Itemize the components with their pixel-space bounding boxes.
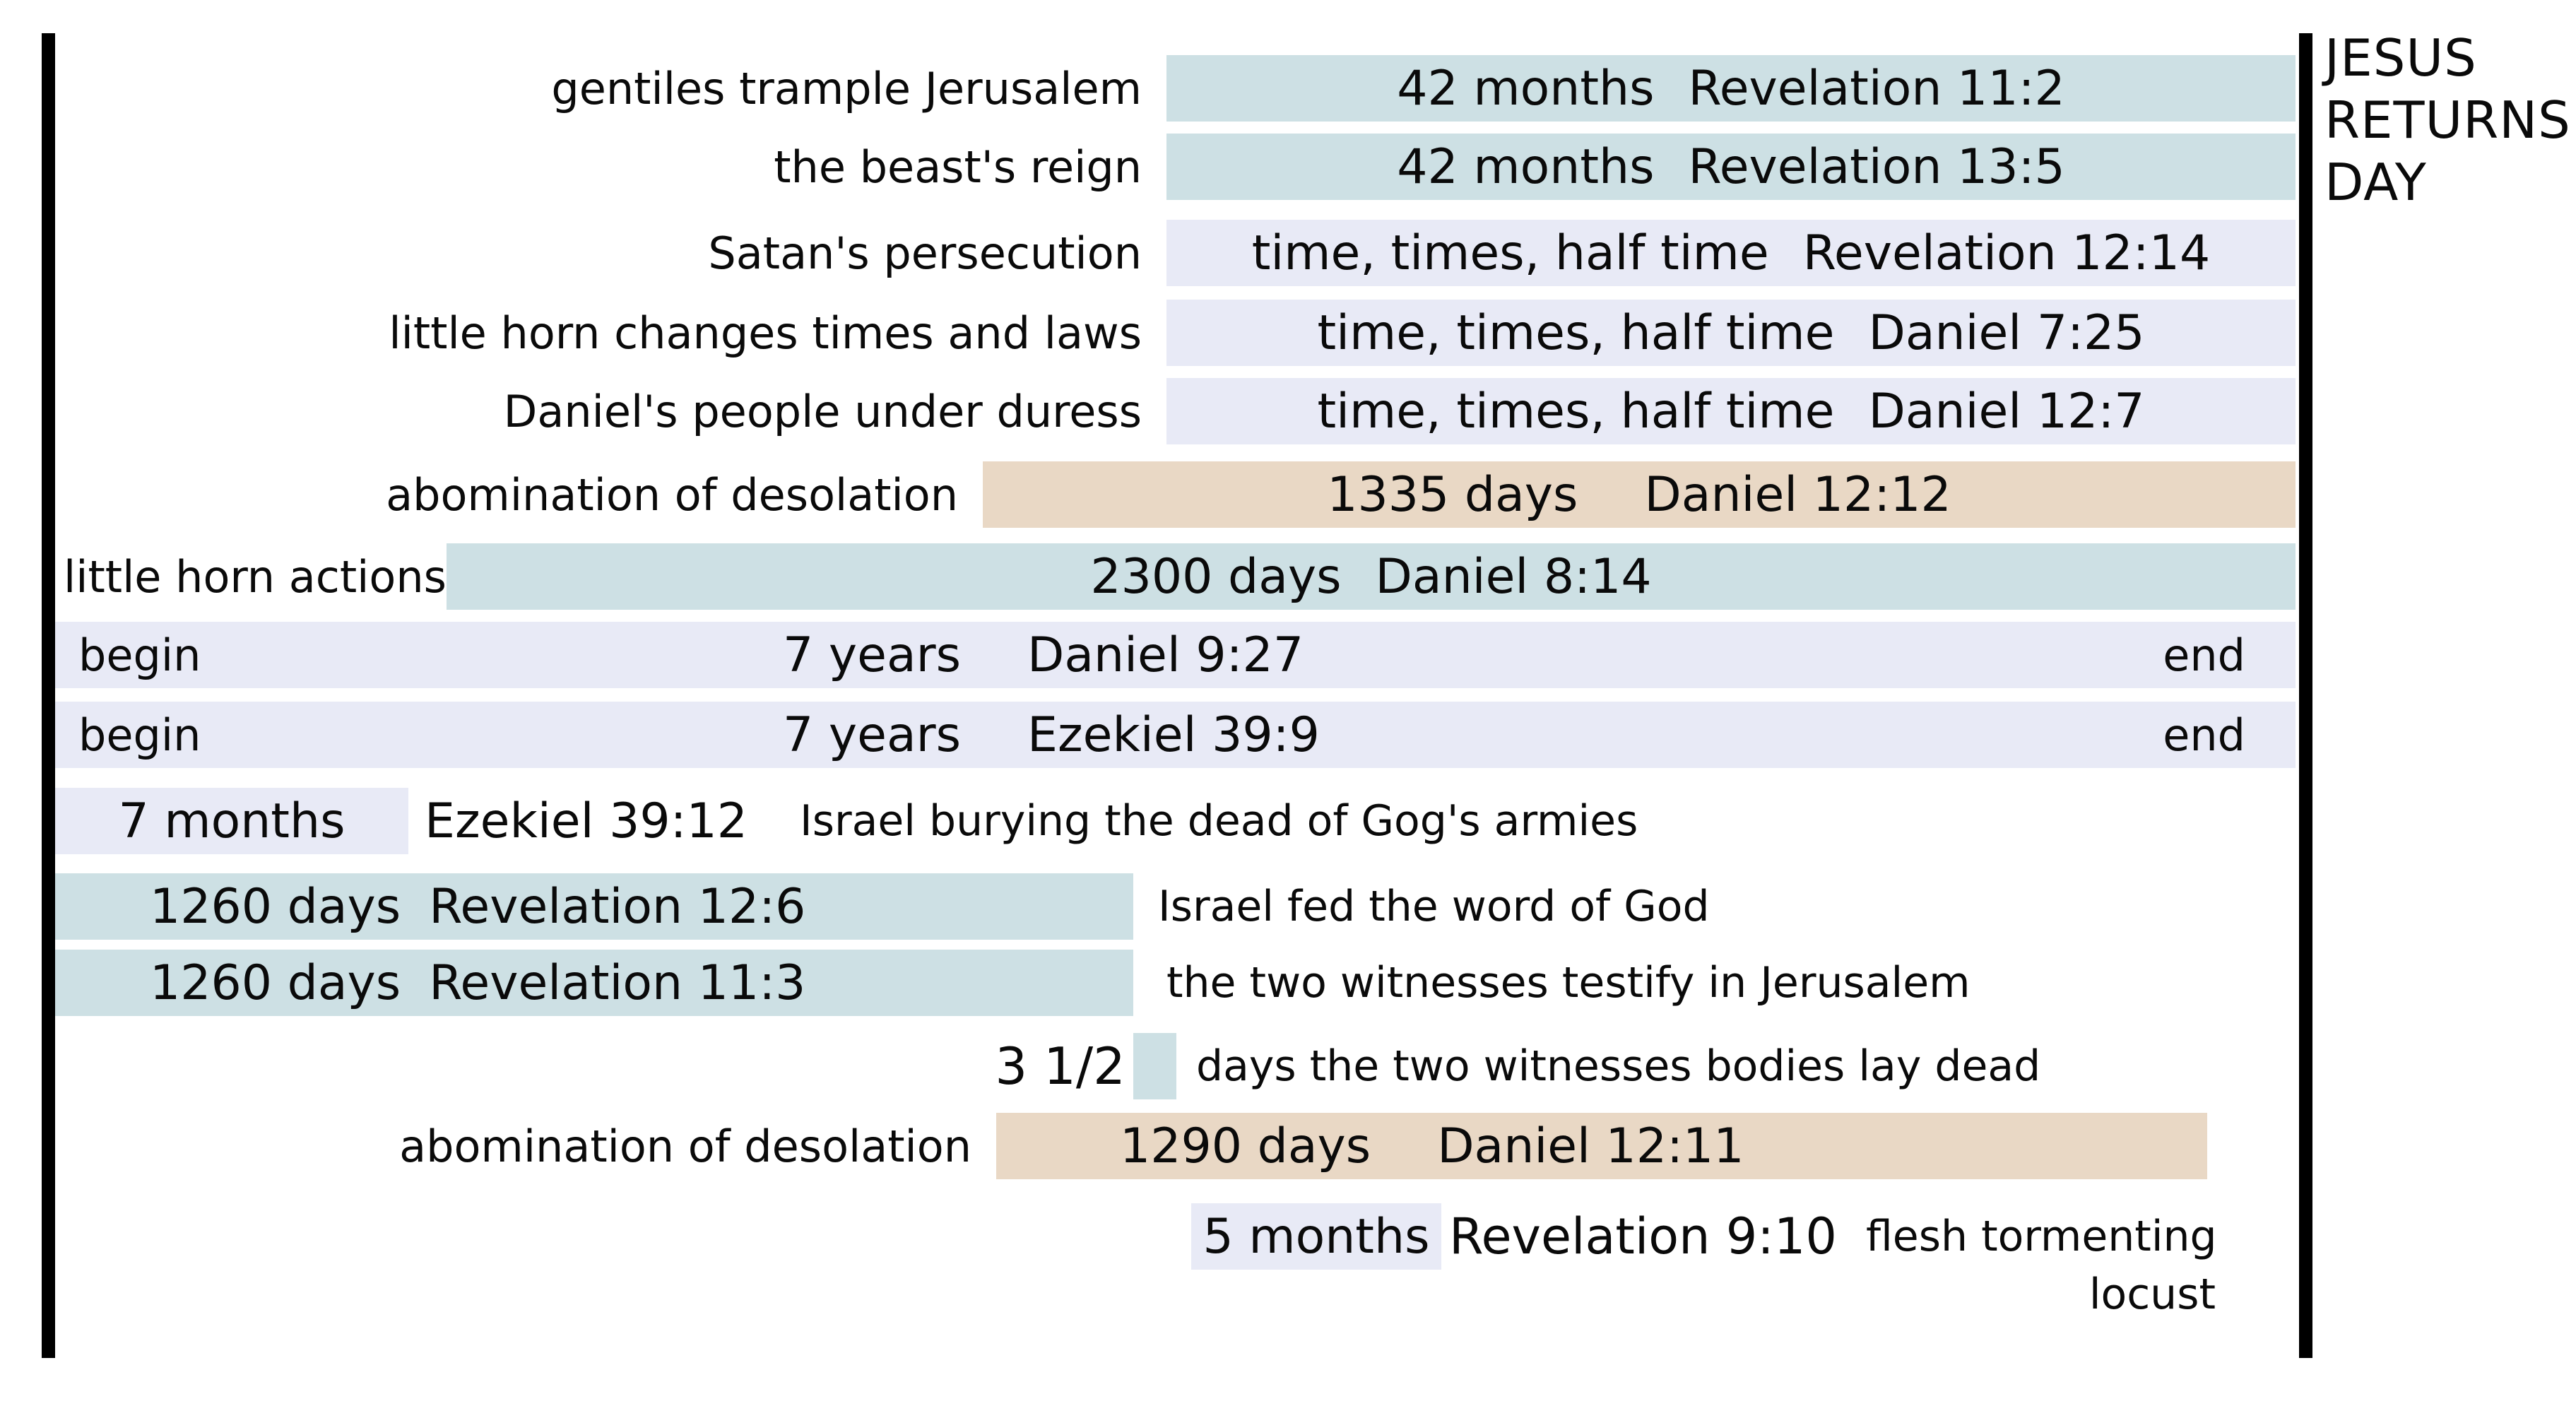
duration-text: 1290 days: [1120, 1118, 1371, 1174]
reference-text: Daniel 7:25: [1868, 305, 2145, 361]
row-label: little horn changes times and laws: [389, 307, 1142, 359]
reference-text: Revelation 11:2: [1688, 60, 2065, 117]
timeline-row: Daniel's people under duress time, times…: [0, 378, 2576, 444]
duration-bar: 42 months Revelation 13:5: [1166, 134, 2296, 200]
timeline-start-line: [42, 33, 55, 1358]
timeline-row: 1260 days Revelation 11:3 the two witnes…: [0, 950, 2576, 1016]
duration-bar: 1260 days Revelation 12:6: [55, 873, 1133, 940]
begin-label: begin: [78, 709, 201, 761]
duration-text: 2300 days: [1090, 548, 1342, 605]
duration-text: time, times, half time: [1317, 305, 1835, 361]
reference-text: Daniel 9:27: [1027, 627, 1304, 683]
begin-label: begin: [78, 629, 201, 681]
duration-bar: 5 months: [1191, 1203, 1441, 1270]
duration-text: 7 years: [783, 627, 962, 683]
reference-text: Ezekiel 39:9: [1027, 707, 1320, 763]
timeline-row: 7 months Ezekiel 39:12 Israel burying th…: [0, 788, 2576, 854]
jesus-returns-day-label: JESUS RETURNS DAY: [2324, 27, 2571, 213]
timeline-row: gentiles trample Jerusalem 42 months Rev…: [0, 55, 2576, 122]
duration-text: 42 months: [1397, 60, 1655, 117]
row-label: abomination of desolation: [386, 468, 958, 521]
duration-text: time, times, half time: [1317, 383, 1835, 439]
reference-text: Daniel 12:7: [1868, 383, 2145, 439]
row-label: Daniel's people under duress: [503, 385, 1142, 437]
duration-bar: begin 7 years Ezekiel 39:9 end: [55, 702, 2296, 768]
duration-bar: 7 months: [55, 788, 408, 854]
timeline-row: 5 months Revelation 9:10 flesh tormentin…: [0, 1203, 2576, 1270]
duration-bar: time, times, half time Revelation 12:14: [1166, 220, 2296, 286]
timeline-row: little horn actions 2300 days Daniel 8:1…: [0, 543, 2576, 610]
duration-text: 42 months: [1397, 138, 1655, 195]
duration-text: 7 months: [118, 793, 345, 849]
reference-text: Daniel 8:14: [1375, 548, 1652, 605]
duration-text: 7 years: [783, 707, 962, 763]
timeline-row: begin 7 years Daniel 9:27 end: [0, 622, 2576, 688]
duration-text: 1260 days: [150, 878, 401, 935]
row-label: Satan's persecution: [708, 227, 1142, 279]
reference-text: Revelation 9:10: [1449, 1208, 1837, 1265]
row-note: Israel fed the word of God: [1158, 882, 1710, 931]
timeline-row: 1260 days Revelation 12:6 Israel fed the…: [0, 873, 2576, 940]
duration-bar: begin 7 years Daniel 9:27 end: [55, 622, 2296, 688]
duration-bar: 1290 days Daniel 12:11: [996, 1113, 2207, 1179]
reference-text: Ezekiel 39:12: [425, 793, 748, 849]
end-label-line-1: JESUS: [2324, 28, 2477, 88]
reference-text: Revelation 11:3: [429, 955, 806, 1011]
row-note: flesh tormenting: [1866, 1212, 2217, 1261]
duration-text: 3 1/2: [995, 1037, 1125, 1096]
row-label: gentiles trample Jerusalem: [551, 62, 1142, 114]
timeline-row: Satan's persecution time, times, half ti…: [0, 220, 2576, 286]
duration-bar: 42 months Revelation 11:2: [1166, 55, 2296, 122]
row-note: days the two witnesses bodies lay dead: [1196, 1041, 2041, 1091]
row-label: little horn actions: [64, 550, 447, 603]
row-note-line-2: locust: [2088, 1270, 2216, 1319]
end-label: end: [2163, 629, 2245, 681]
row-note: the two witnesses testify in Jerusalem: [1166, 958, 1971, 1008]
duration-text: 1335 days: [1327, 466, 1578, 523]
reference-text: Daniel 12:11: [1437, 1118, 1744, 1174]
duration-bar: 1335 days Daniel 12:12: [983, 461, 2296, 528]
reference-text: Revelation 12:14: [1802, 225, 2211, 281]
row-label: the beast's reign: [774, 141, 1142, 193]
timeline-row: the beast's reign 42 months Revelation 1…: [0, 134, 2576, 200]
duration-text: 5 months: [1203, 1208, 1430, 1265]
duration-bar: 2300 days Daniel 8:14: [447, 543, 2296, 610]
reference-text: Revelation 12:6: [429, 878, 806, 935]
duration-text: 1260 days: [150, 955, 401, 1011]
row-label: abomination of desolation: [399, 1120, 971, 1172]
end-label-line-2: RETURNS: [2324, 90, 2571, 150]
timeline-row: begin 7 years Ezekiel 39:9 end: [0, 702, 2576, 768]
duration-bar: [1133, 1033, 1176, 1099]
end-label: end: [2163, 709, 2245, 761]
timeline-row: little horn changes times and laws time,…: [0, 300, 2576, 366]
duration-text: time, times, half time: [1251, 225, 1769, 281]
duration-bar: time, times, half time Daniel 12:7: [1166, 378, 2296, 444]
timeline-row: abomination of desolation 1290 days Dani…: [0, 1113, 2576, 1179]
reference-text: Revelation 13:5: [1688, 138, 2065, 195]
end-label-line-3: DAY: [2324, 153, 2427, 212]
duration-bar: time, times, half time Daniel 7:25: [1166, 300, 2296, 366]
jesus-returns-line: [2299, 33, 2312, 1358]
timeline-row: abomination of desolation 1335 days Dani…: [0, 461, 2576, 528]
duration-bar: 1260 days Revelation 11:3: [55, 950, 1133, 1016]
timeline-row: 3 1/2 days the two witnesses bodies lay …: [0, 1033, 2576, 1099]
reference-text: Daniel 12:12: [1644, 466, 1951, 523]
row-note: Israel burying the dead of Gog's armies: [800, 796, 1638, 846]
